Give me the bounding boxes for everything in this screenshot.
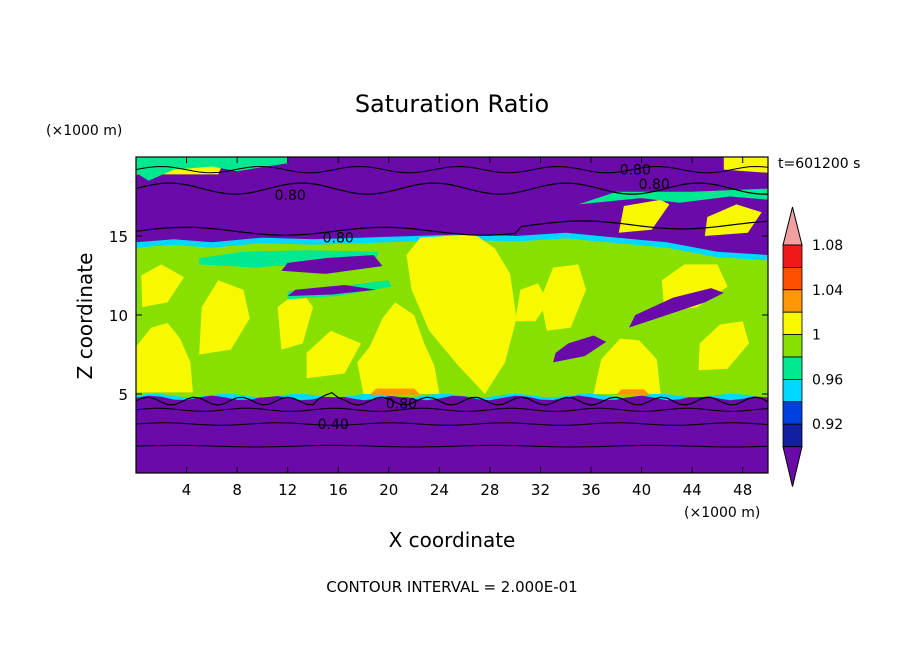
region-supersaturated-spot-right xyxy=(616,389,650,395)
contour-line-0.80-upper xyxy=(136,220,768,236)
x-tick-label: 40 xyxy=(632,481,651,499)
y-tick-label: 5 xyxy=(118,386,128,404)
colorbar-segment xyxy=(782,378,803,403)
region-saturated-patch-b xyxy=(277,289,313,350)
region-dry-pocket-center xyxy=(553,335,607,363)
colorbar-segment xyxy=(782,356,803,380)
y-tick-label: 15 xyxy=(109,228,128,246)
contour-line-0.20 xyxy=(136,444,768,448)
x-axis-label: X coordinate xyxy=(389,528,516,552)
colorbar-segment xyxy=(782,266,803,291)
contour-interval-footer: CONTOUR INTERVAL = 2.000E-01 xyxy=(326,578,577,596)
region-cyan-top-band xyxy=(136,157,288,181)
x-tick-label: 4 xyxy=(182,481,192,499)
time-label: t=601200 s xyxy=(778,156,860,172)
y-axis-label: Z coordinate xyxy=(73,253,97,380)
contour-line-0.40 xyxy=(136,422,768,426)
contour-label: 0.80 xyxy=(386,396,417,412)
region-dry-pocket-upper xyxy=(281,255,383,274)
x-tick-label: 12 xyxy=(278,481,297,499)
region-saturated-patch-g xyxy=(698,321,749,371)
colorbar-segment xyxy=(782,244,803,268)
x-tick-label: 16 xyxy=(329,481,348,499)
colorbar-segment xyxy=(782,401,803,425)
region-saturated-patch-c xyxy=(306,330,361,379)
contour-labels: 0.800.800.800.800.800.40 xyxy=(275,163,670,433)
x-tick-label: 44 xyxy=(683,481,702,499)
x-tick-label: 24 xyxy=(430,481,449,499)
x-tick-label: 36 xyxy=(581,481,600,499)
colorbar-segment xyxy=(782,311,803,336)
contour-line-0.80-top xyxy=(136,182,768,195)
region-saturated-patch-left-upper xyxy=(141,264,184,308)
x-tick-label: 20 xyxy=(379,481,398,499)
region-saturated-patch-e xyxy=(515,283,549,322)
y-axis: 5 10 15 xyxy=(109,228,768,404)
plot-area xyxy=(136,157,768,473)
x-tick-label: 28 xyxy=(480,481,499,499)
x-tick-label: 32 xyxy=(531,481,550,499)
region-supersaturated-spot-left xyxy=(369,388,421,395)
region-saturated-patch-i xyxy=(704,204,762,236)
region-saturated-column-mid xyxy=(357,302,440,394)
colorbar: 0.92 0.96 1 1.04 1.08 xyxy=(782,206,843,487)
contour-line-0.80-ceiling xyxy=(136,165,768,174)
colorbar-label: 1.08 xyxy=(812,238,843,254)
x-tick-label: 8 xyxy=(232,481,242,499)
region-saturated-column-right xyxy=(593,338,661,394)
region-saturated-wedge xyxy=(406,234,517,394)
region-cyan-right-upper xyxy=(578,188,768,205)
colorbar-segment xyxy=(782,334,803,358)
contour-label: 0.80 xyxy=(275,188,306,204)
contour-lines xyxy=(136,165,768,448)
contour-label: 0.80 xyxy=(323,231,354,247)
region-cyan-streak-upper xyxy=(199,250,379,268)
region-dry-pocket-right xyxy=(629,288,724,328)
colorbar-triangle-top xyxy=(782,206,803,246)
region-saturated-column-left xyxy=(136,322,193,393)
colorbar-label: 1 xyxy=(812,328,821,344)
colorbar-segment xyxy=(782,423,803,448)
contour-label: 0.40 xyxy=(318,417,349,433)
region-saturated-patch-a xyxy=(199,280,250,355)
contour-label: 0.80 xyxy=(620,163,651,179)
colorbar-label: 0.92 xyxy=(812,417,843,433)
contour-line-0.60 xyxy=(136,407,768,412)
colorbar-triangle-bottom xyxy=(782,446,803,487)
x-axis: 4 8 12 16 20 24 28 32 36 40 44 48 xyxy=(182,157,752,499)
contour-label: 0.80 xyxy=(639,177,670,193)
colorbar-label: 1.04 xyxy=(812,283,843,299)
region-saturated-patch-d xyxy=(540,264,586,331)
x-tick-label: 48 xyxy=(733,481,752,499)
x-units-label: (×1000 m) xyxy=(684,505,760,521)
y-units-label: (×1000 m) xyxy=(46,123,122,139)
chart-title: Saturation Ratio xyxy=(355,90,549,118)
colorbar-segment xyxy=(782,289,803,313)
contour-line-0.80-lower xyxy=(136,392,768,406)
y-tick-label: 10 xyxy=(109,307,128,325)
region-dry-pocket-lower xyxy=(287,285,377,296)
colorbar-label: 0.96 xyxy=(812,372,843,388)
